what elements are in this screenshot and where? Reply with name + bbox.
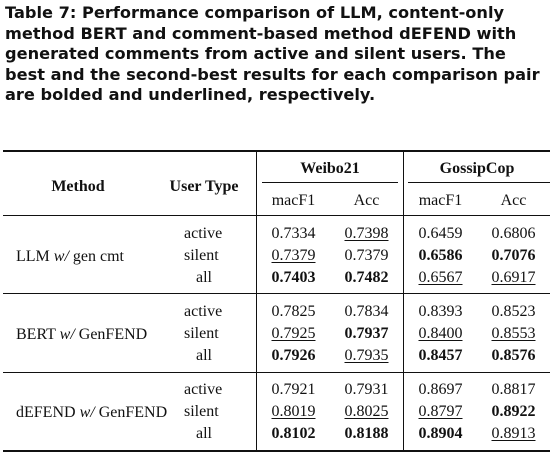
value-cell: 0.8922 [491,403,536,420]
header-user-type: User Type [169,178,239,195]
top-rule [3,150,550,152]
value-cell: 0.7931 [344,381,389,398]
user-type-cell: all [196,269,212,286]
method-defend: dEFEND w/ GenFEND [16,404,168,421]
user-type-cell: active [184,381,223,398]
value-cell: 0.7834 [344,303,389,320]
header-gossip-acc: Acc [500,192,527,209]
value-cell: 0.8576 [491,347,536,364]
value-cell: 0.6806 [491,225,536,242]
user-type-cell: silent [184,247,219,264]
user-type-cell: silent [184,403,219,420]
column-separator-2 [403,151,404,451]
value-cell: 0.7825 [271,303,316,320]
gossipcop-cmidrule [408,182,550,183]
value-cell: 0.7926 [271,347,316,364]
header-method: Method [51,178,105,195]
value-cell: 0.7935 [344,347,389,364]
value-cell: 0.7379 [271,247,316,264]
header-rule [3,215,550,216]
user-type-cell: all [196,425,212,442]
user-type-cell: all [196,347,212,364]
value-cell: 0.7334 [271,225,316,242]
value-cell: 0.7398 [344,225,389,242]
value-cell: 0.8523 [491,303,536,320]
header-gossip-macf1: macF1 [418,192,463,209]
bottom-rule [3,450,550,452]
value-cell: 0.7482 [344,269,389,286]
value-cell: 0.7379 [344,247,389,264]
value-cell: 0.6586 [418,247,463,264]
value-cell: 0.8697 [418,381,463,398]
weibo-cmidrule [262,182,398,183]
value-cell: 0.7076 [491,247,536,264]
column-separator-1 [256,151,257,451]
header-weibo-macf1: macF1 [271,192,316,209]
value-cell: 0.8817 [491,381,536,398]
value-cell: 0.6917 [491,269,536,286]
value-cell: 0.8019 [271,403,316,420]
user-type-cell: active [184,225,223,242]
header-dataset-gossipcop: GossipCop [439,160,515,177]
group-rule-2 [3,372,550,373]
value-cell: 0.6567 [418,269,463,286]
value-cell: 0.7921 [271,381,316,398]
value-cell: 0.8188 [344,425,389,442]
value-cell: 0.7925 [271,325,316,342]
header-weibo-acc: Acc [353,192,380,209]
value-cell: 0.8797 [418,403,463,420]
value-cell: 0.7403 [271,269,316,286]
value-cell: 0.6459 [418,225,463,242]
user-type-cell: silent [184,325,219,342]
value-cell: 0.8553 [491,325,536,342]
method-bert: BERT w/ GenFEND [16,326,148,343]
value-cell: 0.8025 [344,403,389,420]
value-cell: 0.8400 [418,325,463,342]
value-cell: 0.8393 [418,303,463,320]
value-cell: 0.8913 [491,425,536,442]
header-dataset-weibo21: Weibo21 [300,160,360,177]
user-type-cell: active [184,303,223,320]
group-rule-1 [3,293,550,294]
method-llm: LLM w/ gen cmt [16,248,124,265]
value-cell: 0.8457 [418,347,463,364]
value-cell: 0.7937 [344,325,389,342]
value-cell: 0.8904 [418,425,463,442]
table-caption: Table 7: Performance comparison of LLM, … [5,3,540,105]
value-cell: 0.8102 [271,425,316,442]
